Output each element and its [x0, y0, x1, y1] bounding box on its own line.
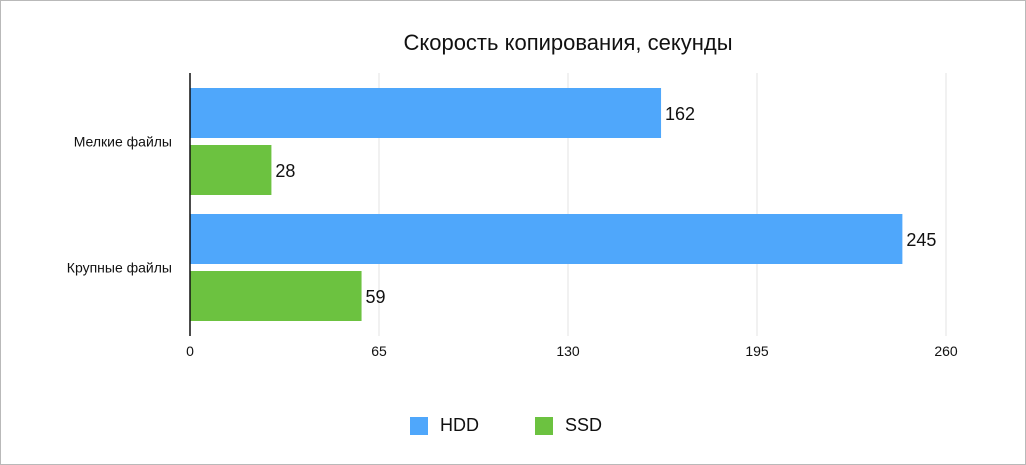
data-label-hdd-1: 245	[906, 230, 936, 250]
x-tick-label-195: 195	[745, 343, 769, 359]
bar-hdd-0	[190, 88, 662, 138]
category-label-1: Крупные файлы	[67, 260, 172, 276]
legend-label-ssd: SSD	[565, 415, 603, 435]
legend-swatch-hdd	[410, 416, 428, 435]
data-label-ssd-1: 59	[366, 287, 386, 307]
bar-chart: 162 28 Мелкие файлы 245 59 Крупные файлы 0 65 13…	[67, 73, 958, 359]
x-tick-label-130: 130	[556, 343, 580, 359]
x-tick-label-0: 0	[186, 343, 194, 359]
legend-label-hdd: HDD	[440, 415, 479, 435]
chart-title: Скорость копирования, секунды	[403, 30, 733, 55]
x-tick-label-65: 65	[371, 343, 387, 359]
x-tick-label-260: 260	[934, 343, 958, 359]
legend-item-ssd: SSD	[535, 415, 602, 436]
legend-item-hdd: HDD	[410, 415, 479, 436]
bar-ssd-0	[190, 145, 272, 195]
chart-legend: HDD SSD	[0, 415, 1026, 439]
legend-swatch-ssd	[535, 416, 553, 435]
bar-ssd-1	[190, 271, 362, 321]
category-label-0: Мелкие файлы	[74, 134, 172, 150]
bar-hdd-1	[190, 214, 903, 264]
data-label-hdd-0: 162	[665, 104, 695, 124]
data-label-ssd-0: 28	[275, 161, 295, 181]
